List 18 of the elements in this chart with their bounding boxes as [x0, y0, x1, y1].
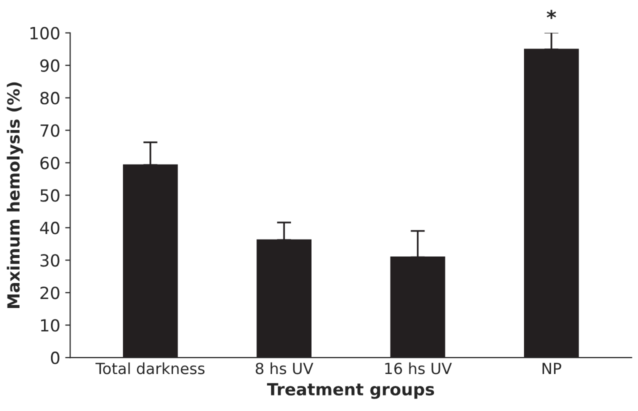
x-tick-label: Total darkness	[95, 362, 205, 374]
y-tick-label: 100	[30, 26, 60, 40]
y-tick-label: 50	[40, 189, 60, 202]
y-tick-label: 90	[40, 59, 60, 72]
y-tick-label: 80	[40, 92, 60, 104]
y-tick-label: 30	[40, 254, 60, 267]
x-tick-label: 8 hs UV	[256, 362, 314, 374]
y-tick-label: 10	[41, 319, 60, 332]
y-axis-title: Maximum hemolysis (%)	[6, 82, 24, 308]
x-tick-label: NP	[542, 362, 562, 374]
x-tick-label: 16 hs UV	[385, 362, 452, 374]
x-axis-title: Treatment groups	[267, 383, 434, 399]
y-tick-label: 20	[40, 286, 60, 300]
annotation: *	[546, 10, 556, 19]
y-tick-label: 40	[40, 222, 60, 234]
y-tick-label: 0	[50, 352, 60, 364]
y-tick-label: 70	[40, 124, 60, 137]
y-tick-label: 60	[40, 156, 60, 170]
